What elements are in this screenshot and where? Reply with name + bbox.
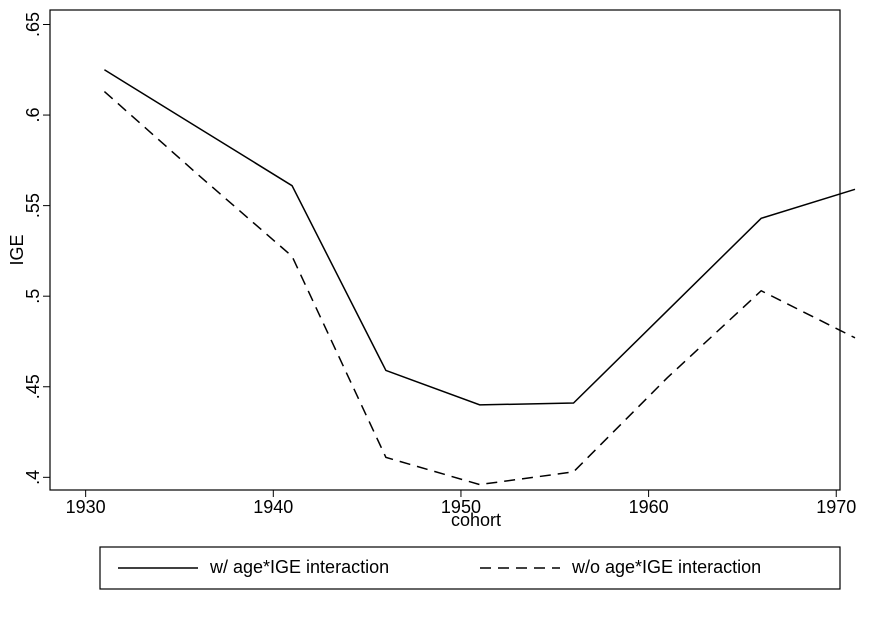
- legend-label: w/ age*IGE interaction: [209, 557, 389, 577]
- y-tick-label: .45: [23, 374, 43, 399]
- x-tick-label: 1950: [441, 497, 481, 517]
- legend-label: w/o age*IGE interaction: [571, 557, 761, 577]
- legend-frame: [99, 546, 841, 590]
- y-tick-label: .4: [23, 470, 43, 485]
- data-line: [104, 69, 856, 406]
- y-tick-label: .55: [23, 193, 43, 218]
- y-axis-label: IGE: [7, 234, 27, 265]
- x-tick-label: 1970: [816, 497, 856, 517]
- data-line: [103, 90, 856, 486]
- x-tick-label: 1930: [66, 497, 106, 517]
- y-tick-label: .65: [23, 12, 43, 37]
- x-tick-label: 1960: [629, 497, 669, 517]
- y-tick-label: .5: [23, 289, 43, 304]
- plot-frame: [49, 9, 841, 491]
- x-tick-label: 1940: [253, 497, 293, 517]
- x-axis-label: cohort: [451, 510, 501, 530]
- y-tick-label: .6: [23, 108, 43, 123]
